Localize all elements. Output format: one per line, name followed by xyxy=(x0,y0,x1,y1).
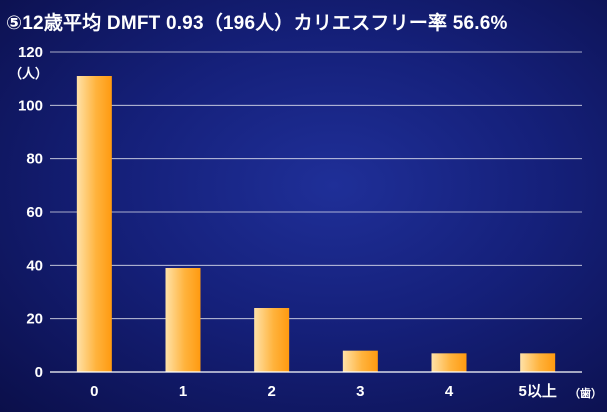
bar-2 xyxy=(254,308,290,372)
x-tick-label: 3 xyxy=(356,383,364,400)
bars xyxy=(76,76,556,372)
y-tick-label: 100 xyxy=(18,97,43,114)
x-tick-label: 5以上 xyxy=(518,383,556,400)
bar-3 xyxy=(342,350,378,372)
x-tick-label: 1 xyxy=(179,383,187,400)
bar-0 xyxy=(76,76,112,372)
bar-4 xyxy=(431,353,467,372)
gridlines xyxy=(50,51,582,320)
x-axis-unit-label: （歯） xyxy=(569,388,602,400)
y-axis-ticks: 0 20 40 60 80 100 120 xyxy=(18,44,43,381)
y-tick-label: 60 xyxy=(26,204,43,221)
y-tick-label: 120 xyxy=(18,44,43,61)
y-tick-label: 40 xyxy=(26,257,43,274)
x-tick-label: 0 xyxy=(90,383,98,400)
y-tick-label: 80 xyxy=(26,151,43,168)
x-tick-label: 2 xyxy=(267,383,275,400)
y-axis-unit-label: （人） xyxy=(9,66,49,81)
x-axis-ticks: 0 1 2 3 4 5以上 xyxy=(90,383,557,400)
bar-1 xyxy=(165,268,201,372)
y-tick-label: 20 xyxy=(26,311,43,328)
x-tick-label: 4 xyxy=(445,383,454,400)
chart-title: ⑤12歳平均 DMFT 0.93（196人）カリエスフリー率 56.6% xyxy=(6,13,508,34)
y-tick-label: 0 xyxy=(35,364,43,381)
bar-5以上 xyxy=(520,353,556,372)
